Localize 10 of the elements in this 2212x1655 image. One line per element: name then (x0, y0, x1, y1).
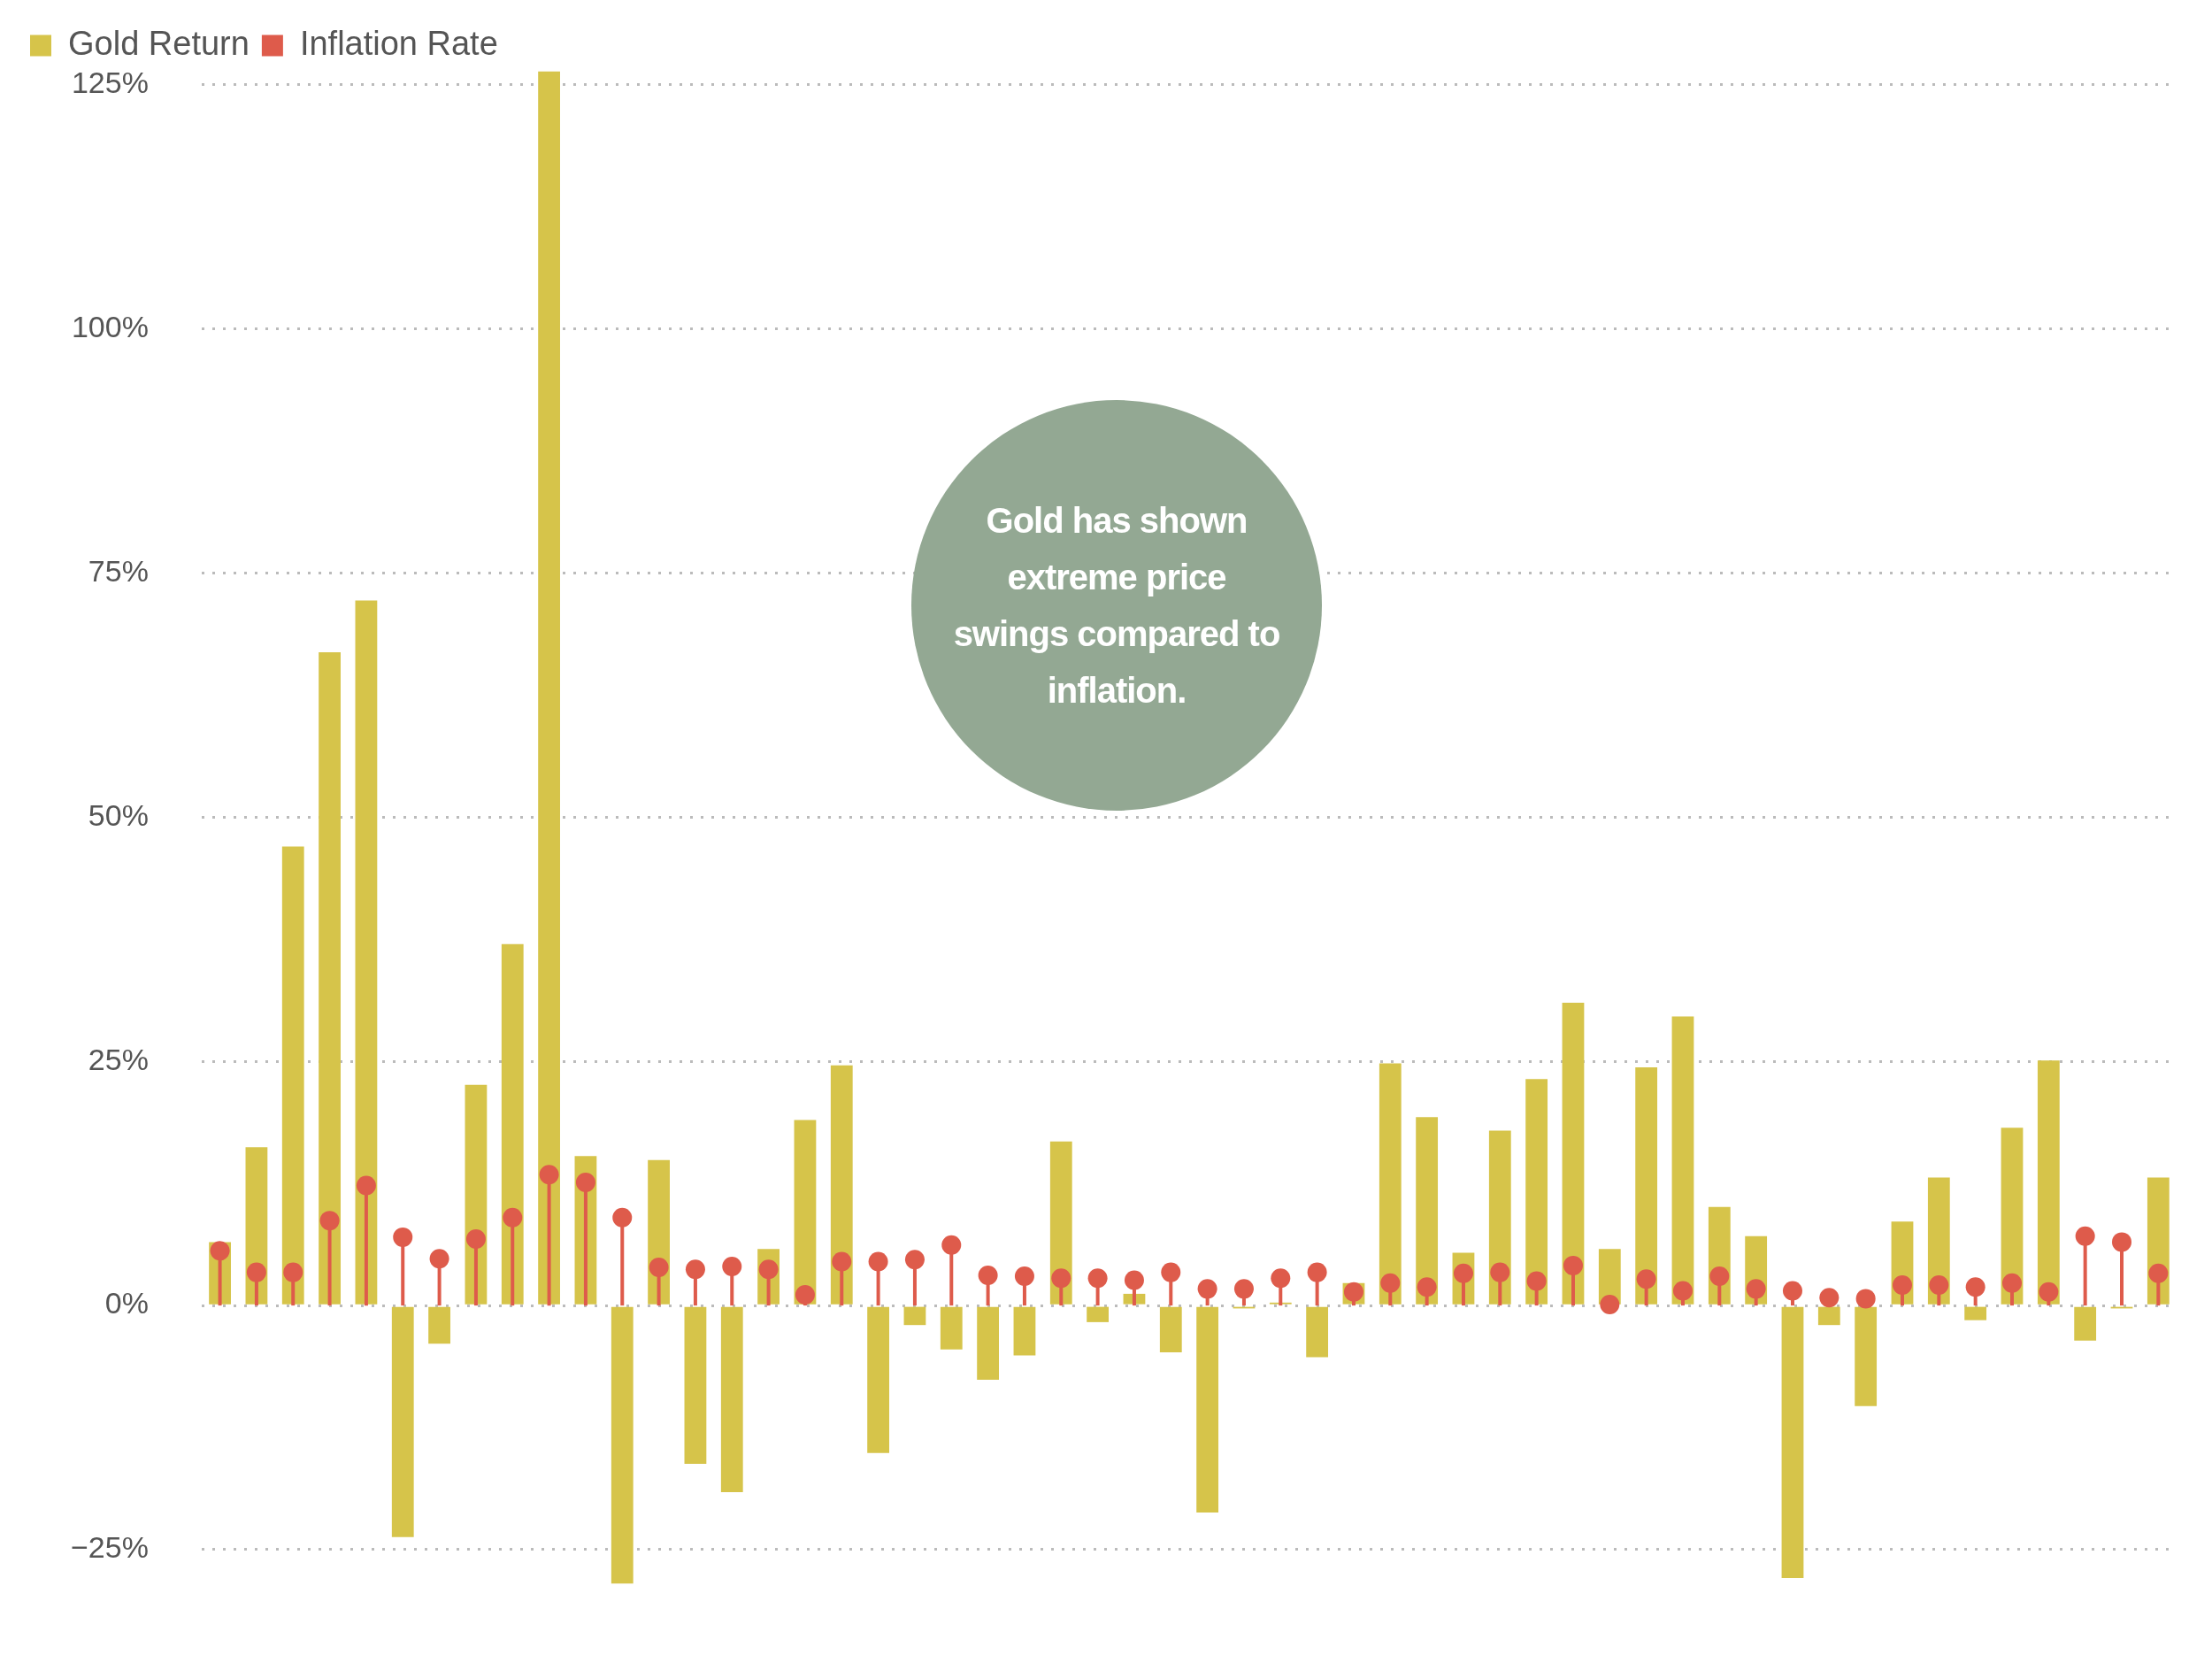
y-tick-label: 125% (71, 65, 149, 100)
y-tick-label: 75% (88, 553, 149, 588)
y-tick-label: 0% (104, 1286, 149, 1320)
y-tick-label: 50% (88, 797, 149, 832)
y-tick-label: 100% (71, 310, 149, 344)
annotation: Gold has shown extreme price swings compared to inflation. (952, 500, 1281, 712)
y-tick-label: −25% (71, 1530, 149, 1565)
y-tick-label: 25% (88, 1042, 149, 1076)
legend-label: Gold Return (68, 24, 250, 62)
legend-label: Inflation Rate (299, 24, 498, 62)
